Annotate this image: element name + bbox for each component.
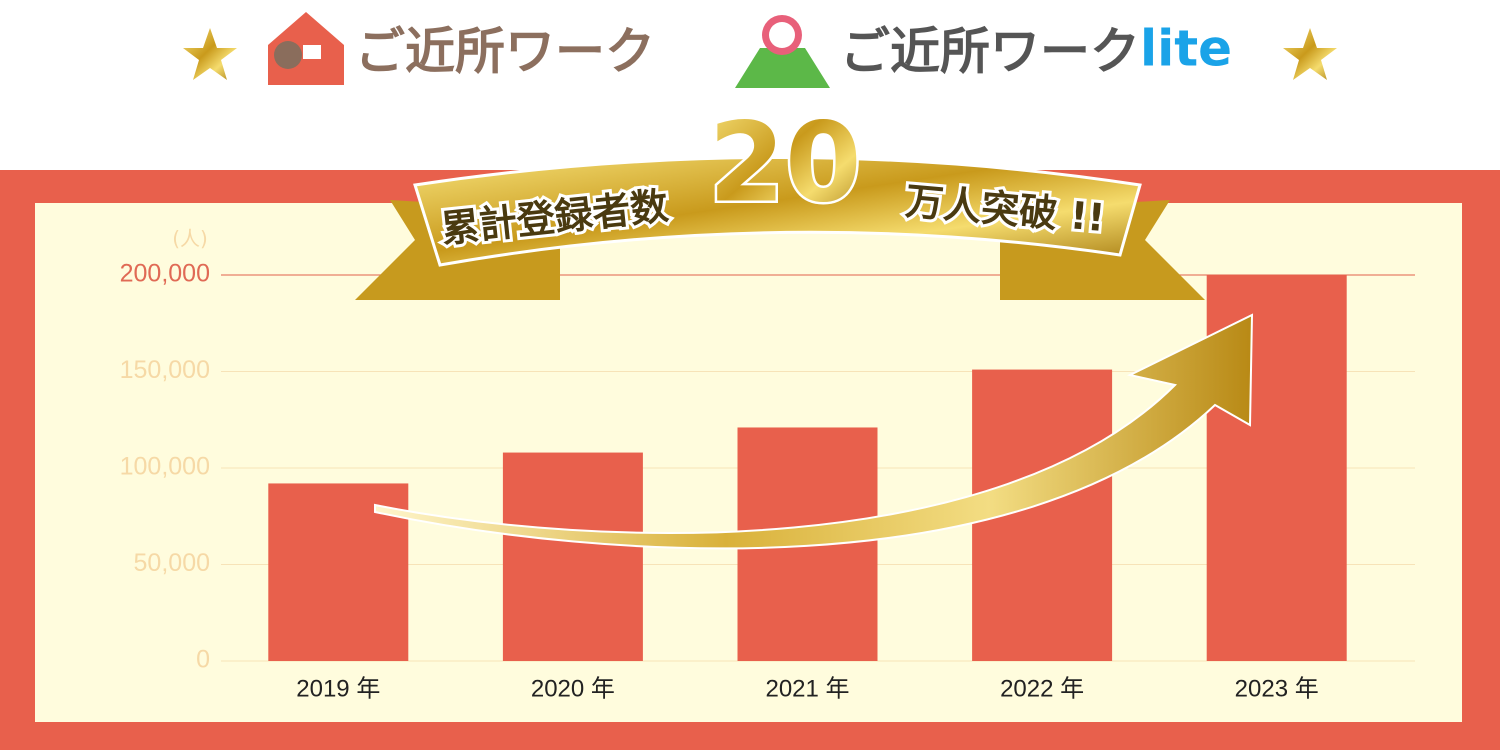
x-tick-label: 2019 年 [296, 675, 380, 702]
logo-lite-text: ご近所ワーク [840, 23, 1140, 81]
x-tick-label: 2020 年 [531, 675, 615, 702]
logo-lite-suffix: lite [1140, 20, 1232, 78]
ribbon [413, 156, 1142, 267]
star [1283, 28, 1337, 80]
y-unit: (人) [172, 227, 208, 251]
star [183, 28, 237, 80]
plot: (人) 0 50,000 100,000 150,000 200,000 2019 年 202… [120, 227, 1415, 702]
growth-arrow [374, 313, 1254, 550]
banner-number: 20 [708, 98, 861, 226]
header: ご近所ワーク ご近所ワーク lite [183, 12, 1337, 88]
x-tick-label: 2023 年 [1235, 675, 1319, 702]
y-tick-label: 200,000 [120, 260, 210, 288]
bar [502, 452, 643, 661]
x-tick-label: 2021 年 [765, 675, 849, 702]
logo-window [303, 45, 321, 59]
x-tick-label: 2022 年 [1000, 675, 1084, 702]
y-tick-label: 50,000 [134, 549, 210, 577]
logo-pin [274, 41, 302, 69]
y-tick-label: 100,000 [120, 453, 210, 481]
logo-lite-map [735, 48, 830, 88]
logo-text: ご近所ワーク [355, 23, 655, 81]
banner: 累計登録者数 20 万人突破 !! [355, 96, 1205, 300]
y-tick-label: 150,000 [120, 356, 210, 384]
y-tick-label: 0 [196, 646, 210, 674]
logo-lite-pin-center [769, 22, 795, 48]
